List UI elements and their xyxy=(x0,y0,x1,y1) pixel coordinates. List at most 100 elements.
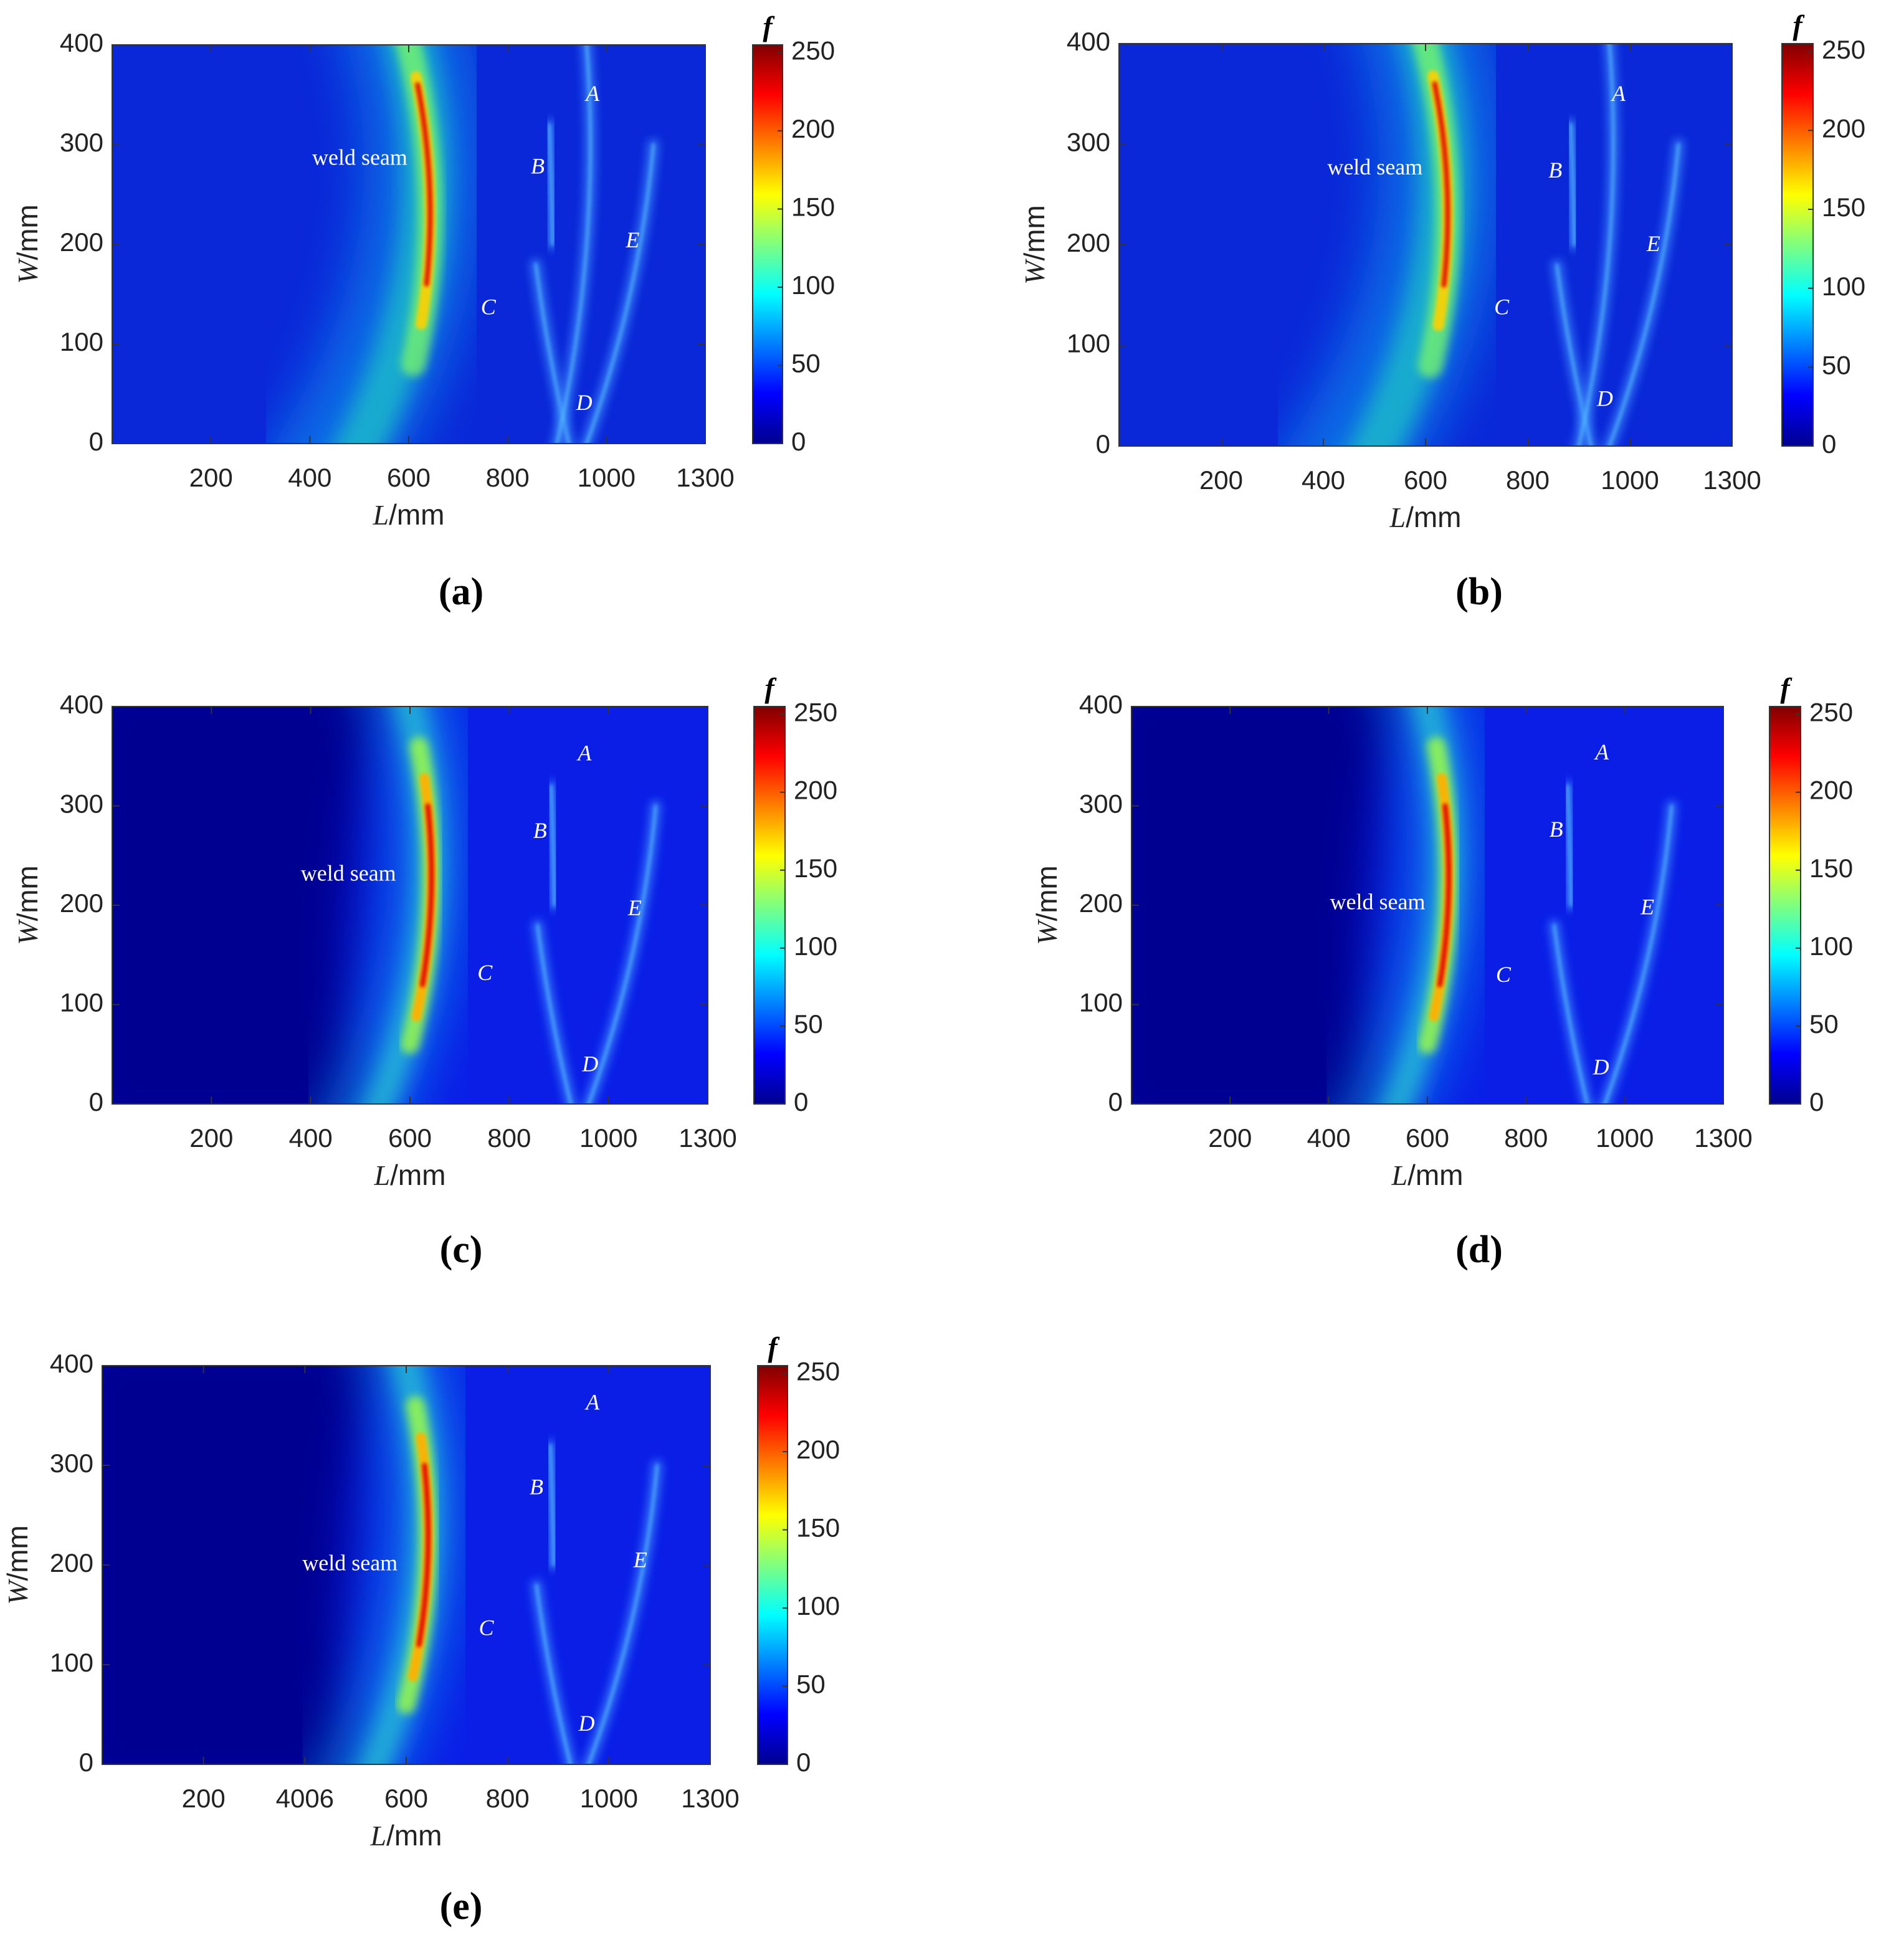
y-axis-label: W/mm xyxy=(11,865,44,945)
heatmap-ridge xyxy=(535,1584,572,1764)
colorbar-tick-label: 0 xyxy=(794,1087,808,1116)
heatmap xyxy=(112,45,705,444)
x-tick-label: 4006 xyxy=(276,1784,334,1813)
heatmap-ridge xyxy=(587,804,657,1104)
heatmap-ridge xyxy=(1577,44,1615,446)
x-tick-label: 1000 xyxy=(580,1784,638,1813)
x-axis-var: L xyxy=(1391,1159,1407,1191)
x-tick-label: 200 xyxy=(189,1123,233,1153)
x-axis-var: L xyxy=(369,1820,386,1852)
x-axis-unit: /mm xyxy=(1406,501,1461,533)
panel-label: (b) xyxy=(1455,571,1503,613)
annotation: D xyxy=(576,390,593,415)
colorbar-tick-label: 0 xyxy=(791,427,806,456)
colorbar-tick-label: 150 xyxy=(1822,193,1865,222)
heatmap-dark xyxy=(102,1366,378,1764)
heatmap-dark xyxy=(1131,706,1401,1104)
annotation: A xyxy=(576,740,592,765)
panel: 200 400 600 800 1000 13000100200300400L/mmW/m… xyxy=(11,11,835,613)
y-axis-unit: /mm xyxy=(1,1525,34,1581)
colorbar-tick-label: 250 xyxy=(796,1357,840,1386)
x-tick-label: 400 xyxy=(1307,1123,1351,1153)
y-tick-label: 100 xyxy=(1079,988,1123,1017)
x-axis-label: L/mm xyxy=(369,1819,442,1852)
x-axis-var: L xyxy=(1389,502,1406,533)
colorbar-label: f xyxy=(1780,672,1793,704)
colorbar-tick-label: 0 xyxy=(1822,429,1836,459)
x-tick-label: 600 xyxy=(384,1784,428,1813)
annotation: A xyxy=(584,81,600,106)
colorbar-tick-label: 50 xyxy=(794,1009,823,1039)
colorbar-tick-label: 250 xyxy=(791,36,835,65)
y-axis-label: W/mm xyxy=(1031,865,1063,945)
colorbar xyxy=(1781,43,1814,447)
x-tick-label: 800 xyxy=(1504,1123,1548,1153)
x-axis-unit: /mm xyxy=(1407,1159,1463,1191)
annotation: weld seam xyxy=(301,860,396,885)
y-tick-label: 200 xyxy=(1067,228,1110,257)
y-tick-label: 400 xyxy=(1067,27,1110,56)
panel: 200 400 600 800 1000 13000100200300400L/mmW/m… xyxy=(11,672,837,1271)
y-tick-label: 100 xyxy=(50,1648,93,1677)
annotation: C xyxy=(481,294,497,319)
colorbar-tick-label: 200 xyxy=(794,776,837,805)
colorbar-label: f xyxy=(764,672,777,704)
annotation: E xyxy=(1640,895,1654,920)
x-tick-label: 1300 xyxy=(681,1784,739,1813)
x-tick-label: 400 xyxy=(289,1123,333,1153)
colorbar-tick-label: 150 xyxy=(791,193,835,222)
annotation: D xyxy=(578,1711,595,1736)
x-tick-label: 1300 xyxy=(1703,465,1761,495)
x-axis-var: L xyxy=(373,1159,390,1191)
heatmap xyxy=(102,1366,710,1764)
y-axis-var: W xyxy=(12,258,44,284)
y-axis-var: W xyxy=(2,1579,34,1605)
colorbar xyxy=(1769,706,1801,1105)
x-tick-label: 1000 xyxy=(1596,1123,1654,1153)
heatmap-ridge xyxy=(1566,784,1573,906)
y-tick-label: 400 xyxy=(50,1349,93,1378)
x-tick-label: 1000 xyxy=(579,1123,637,1153)
colorbar-label: f xyxy=(768,1331,780,1363)
annotation: D xyxy=(1593,1054,1609,1079)
colorbar-tick-label: 100 xyxy=(794,931,837,961)
heatmap-ridge xyxy=(534,263,571,444)
y-tick-label: 200 xyxy=(60,227,103,257)
annotation: A xyxy=(1611,81,1626,106)
heatmap-ridge xyxy=(549,1444,555,1566)
x-tick-label: 200 xyxy=(189,463,233,492)
heatmap-ridge xyxy=(416,1463,431,1647)
colorbar-tick-label: 100 xyxy=(791,270,835,300)
colorbar-tick-label: 50 xyxy=(796,1670,826,1699)
heatmap-ridge xyxy=(585,143,655,444)
y-axis-unit: /mm xyxy=(1031,865,1063,921)
colorbar xyxy=(753,706,786,1105)
heatmap-ridge xyxy=(1553,923,1589,1104)
x-tick-label: 400 xyxy=(1302,465,1345,495)
x-tick-label: 1300 xyxy=(679,1123,736,1153)
annotation: D xyxy=(1596,386,1613,411)
panel-label: (e) xyxy=(440,1885,483,1928)
heatmap-dark xyxy=(112,706,383,1104)
annotation: weld seam xyxy=(312,145,407,169)
panel: 200 400 600 800 1000 13000100200300400L/mmW/m… xyxy=(1031,672,1853,1271)
annotation: B xyxy=(1550,817,1563,842)
heatmap-ridge xyxy=(548,123,554,245)
heatmap-ridge xyxy=(415,82,433,287)
y-axis-unit: /mm xyxy=(11,865,44,921)
x-axis-unit: /mm xyxy=(389,498,444,531)
heatmap-ridge xyxy=(536,923,573,1104)
heatmap-ridge xyxy=(1437,803,1452,987)
y-axis-var: W xyxy=(1031,919,1063,945)
colorbar-tick-label: 200 xyxy=(1809,776,1853,805)
y-tick-label: 300 xyxy=(50,1449,93,1478)
heatmap-ridge xyxy=(555,45,592,444)
y-tick-label: 300 xyxy=(60,128,103,157)
y-axis-unit: /mm xyxy=(11,204,44,260)
y-tick-label: 100 xyxy=(60,988,103,1017)
y-tick-label: 100 xyxy=(60,327,103,356)
panel-label: (a) xyxy=(439,571,483,613)
x-axis-var: L xyxy=(372,499,389,531)
